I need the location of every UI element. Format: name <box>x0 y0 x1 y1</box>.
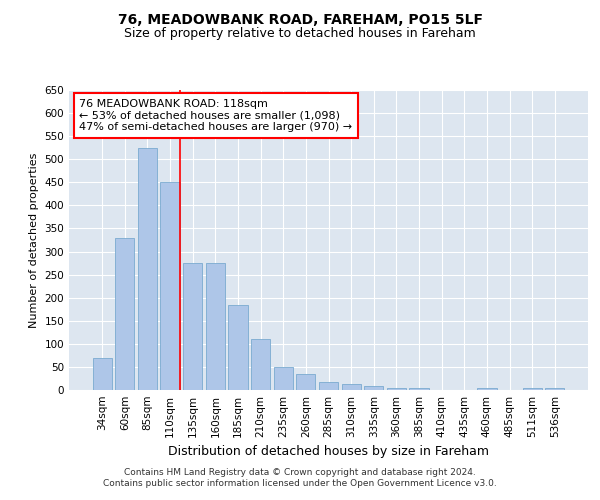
Bar <box>115 238 134 390</box>
Text: 76, MEADOWBANK ROAD, FAREHAM, PO15 5LF: 76, MEADOWBANK ROAD, FAREHAM, PO15 5LF <box>118 12 482 26</box>
Bar <box>229 304 248 390</box>
Bar <box>341 384 361 390</box>
Bar <box>319 382 338 390</box>
Text: Size of property relative to detached houses in Fareham: Size of property relative to detached ho… <box>124 28 476 40</box>
Bar <box>183 263 202 390</box>
Text: Contains HM Land Registry data © Crown copyright and database right 2024.
Contai: Contains HM Land Registry data © Crown c… <box>103 468 497 487</box>
Bar <box>545 388 565 390</box>
Bar <box>296 374 316 390</box>
Bar <box>251 339 270 390</box>
Bar <box>138 148 157 390</box>
Bar <box>364 386 383 390</box>
Y-axis label: Number of detached properties: Number of detached properties <box>29 152 39 328</box>
Text: 76 MEADOWBANK ROAD: 118sqm
← 53% of detached houses are smaller (1,098)
47% of s: 76 MEADOWBANK ROAD: 118sqm ← 53% of deta… <box>79 99 353 132</box>
Bar <box>387 388 406 390</box>
X-axis label: Distribution of detached houses by size in Fareham: Distribution of detached houses by size … <box>168 446 489 458</box>
Bar <box>206 263 225 390</box>
Bar <box>160 182 180 390</box>
Bar <box>523 388 542 390</box>
Bar <box>409 388 428 390</box>
Bar <box>92 358 112 390</box>
Bar <box>477 388 497 390</box>
Bar <box>274 367 293 390</box>
